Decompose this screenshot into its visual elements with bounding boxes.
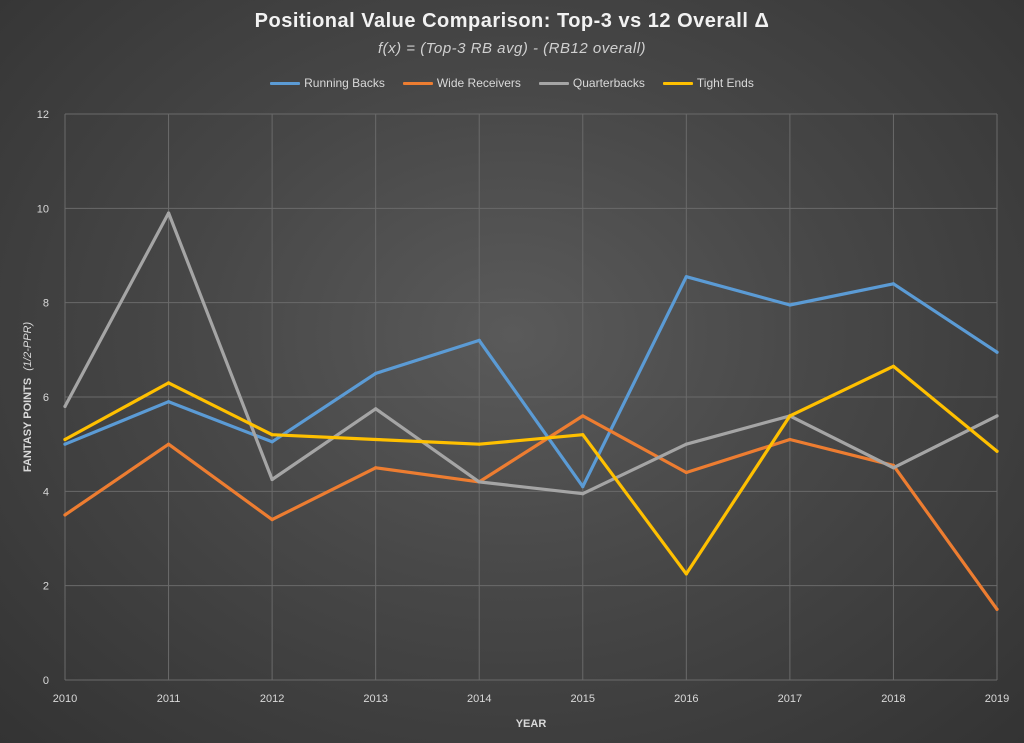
data-point-running-backs: [477, 338, 481, 342]
data-point-wide-receivers: [270, 518, 274, 522]
x-tick-label: 2014: [467, 693, 491, 705]
series-line-quarterbacks: [63, 211, 999, 496]
data-point-quarterbacks: [995, 414, 999, 418]
data-point-quarterbacks: [166, 211, 171, 215]
data-point-quarterbacks: [63, 404, 67, 409]
data-point-running-backs: [63, 442, 67, 446]
series-line-tight-ends: [63, 364, 999, 576]
data-point-tight-ends: [63, 437, 67, 442]
legend-item-quarterbacks: Quarterbacks: [538, 76, 645, 90]
data-point-tight-ends: [270, 433, 274, 437]
series-lines: [63, 211, 999, 611]
y-tick-label: 4: [43, 486, 49, 498]
legend-swatch-tight-ends: [662, 81, 693, 85]
data-point-tight-ends: [374, 437, 378, 442]
legend-label-tight-ends: Tight Ends: [696, 76, 754, 90]
data-point-quarterbacks: [477, 480, 481, 484]
x-axis-title: YEAR: [516, 718, 547, 730]
legend-item-wide-receivers: Wide Receivers: [402, 76, 521, 90]
x-tick-label: 2011: [157, 693, 181, 705]
series-line-running-backs: [63, 275, 999, 489]
y-axis-title-main: FANTASY POINTS: [22, 378, 34, 472]
data-point-wide-receivers: [63, 513, 67, 517]
x-tick-label: 2013: [363, 693, 387, 705]
data-point-tight-ends: [581, 433, 585, 437]
x-tick-label: 2016: [674, 693, 698, 705]
y-axis-title-unit: (1/2-PPR): [22, 322, 34, 371]
x-tick-label: 2018: [881, 693, 905, 705]
y-tick-label: 2: [43, 581, 49, 593]
x-tick-label: 2012: [260, 693, 284, 705]
data-point-wide-receivers: [374, 466, 378, 470]
legend-swatch-quarterbacks: [538, 81, 569, 85]
gridlines: [64, 113, 998, 681]
data-point-wide-receivers: [581, 414, 585, 418]
data-point-tight-ends: [477, 442, 481, 446]
legend-label-quarterbacks: Quarterbacks: [572, 76, 645, 90]
data-point-running-backs: [995, 350, 999, 354]
data-point-wide-receivers: [684, 470, 688, 475]
series-line-wide-receivers: [63, 414, 999, 611]
chart-subtitle: f(x) = (Top-3 RB avg) - (RB12 overall): [377, 40, 647, 57]
legend-label-running-backs: Running Backs: [304, 76, 385, 90]
chart-title: Positional Value Comparison: Top-3 vs 12…: [254, 10, 770, 32]
data-point-running-backs: [374, 371, 378, 376]
y-tick-label: 10: [37, 203, 49, 215]
x-tick-label: 2019: [985, 693, 1009, 705]
data-point-tight-ends: [684, 572, 688, 576]
legend-swatch-running-backs: [270, 81, 301, 85]
legend-label-wide-receivers: Wide Receivers: [436, 76, 521, 90]
data-point-running-backs: [270, 440, 274, 444]
data-point-tight-ends: [166, 381, 171, 385]
data-point-running-backs: [581, 485, 585, 489]
y-axis-title: FANTASY POINTS (1/2-PPR): [22, 322, 34, 473]
legend-item-tight-ends: Tight Ends: [662, 76, 754, 90]
legend: Running Backs Wide Receivers Quarterback…: [0, 76, 1024, 90]
data-point-running-backs: [788, 303, 792, 307]
data-point-quarterbacks: [684, 442, 688, 446]
axes: 0 2 4 6 8 10 12 2010 2011 2012 2013 2014 2015 2016 201…: [37, 109, 1009, 705]
y-tick-label: 0: [43, 675, 49, 687]
data-point-quarterbacks: [581, 492, 585, 496]
y-tick-label: 6: [43, 392, 49, 404]
data-point-tight-ends: [788, 414, 792, 418]
data-point-tight-ends: [995, 449, 999, 453]
data-point-wide-receivers: [788, 437, 792, 442]
data-point-quarterbacks: [270, 477, 274, 482]
data-point-wide-receivers: [166, 442, 171, 446]
legend-item-running-backs: Running Backs: [270, 76, 385, 90]
y-tick-label: 12: [37, 109, 49, 121]
data-point-running-backs: [684, 275, 688, 279]
legend-swatch-wide-receivers: [402, 81, 433, 85]
x-tick-label: 2017: [778, 693, 802, 705]
data-point-tight-ends: [891, 364, 896, 368]
y-tick-label: 8: [43, 298, 49, 310]
data-point-wide-receivers: [995, 607, 999, 611]
x-tick-label: 2010: [53, 693, 77, 705]
data-point-running-backs: [166, 400, 171, 404]
x-tick-label: 2015: [571, 693, 595, 705]
data-point-quarterbacks: [374, 407, 378, 411]
data-point-running-backs: [891, 282, 896, 286]
data-point-quarterbacks: [891, 466, 896, 470]
